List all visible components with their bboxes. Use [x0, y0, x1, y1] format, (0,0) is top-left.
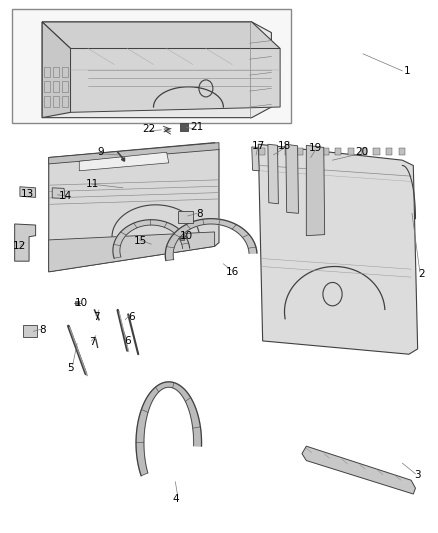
- Bar: [374, 149, 380, 155]
- Bar: [399, 149, 405, 155]
- Polygon shape: [306, 146, 325, 236]
- Polygon shape: [20, 187, 35, 197]
- Text: 12: 12: [12, 241, 26, 251]
- Bar: [178, 211, 193, 223]
- Text: 20: 20: [355, 147, 368, 157]
- Polygon shape: [258, 144, 418, 354]
- Bar: [386, 149, 392, 155]
- Bar: [361, 149, 367, 155]
- Text: 14: 14: [59, 191, 72, 201]
- Text: 7: 7: [93, 312, 100, 322]
- Text: 22: 22: [142, 124, 156, 134]
- Text: 8: 8: [39, 325, 46, 335]
- Polygon shape: [79, 152, 169, 171]
- Bar: [323, 149, 329, 155]
- Bar: [44, 82, 50, 92]
- Polygon shape: [71, 49, 280, 112]
- Bar: [53, 96, 59, 107]
- Bar: [62, 96, 68, 107]
- Text: 4: 4: [172, 494, 179, 504]
- Text: 7: 7: [89, 337, 95, 347]
- Text: 10: 10: [180, 231, 193, 241]
- Polygon shape: [52, 188, 65, 198]
- Polygon shape: [268, 144, 279, 204]
- Bar: [44, 67, 50, 77]
- Text: 15: 15: [134, 236, 147, 246]
- Polygon shape: [252, 147, 259, 171]
- Bar: [297, 149, 304, 155]
- Polygon shape: [165, 219, 257, 261]
- Bar: [62, 82, 68, 92]
- Text: 6: 6: [128, 312, 135, 322]
- Text: 18: 18: [278, 141, 291, 151]
- Bar: [259, 149, 265, 155]
- Bar: [22, 325, 37, 337]
- Polygon shape: [286, 144, 298, 213]
- Bar: [348, 149, 354, 155]
- Bar: [336, 149, 342, 155]
- Text: 19: 19: [309, 143, 322, 154]
- Text: 9: 9: [98, 147, 104, 157]
- Bar: [12, 9, 291, 123]
- Text: 13: 13: [21, 189, 35, 199]
- Text: 6: 6: [124, 336, 131, 346]
- Polygon shape: [14, 224, 35, 261]
- Polygon shape: [42, 22, 280, 49]
- Bar: [62, 67, 68, 77]
- Polygon shape: [42, 22, 71, 118]
- Polygon shape: [42, 22, 272, 118]
- Bar: [285, 149, 291, 155]
- Text: 11: 11: [86, 179, 99, 189]
- Text: 17: 17: [252, 141, 265, 151]
- Text: 16: 16: [226, 267, 239, 277]
- Polygon shape: [49, 232, 215, 272]
- Text: 3: 3: [414, 470, 421, 480]
- Bar: [53, 82, 59, 92]
- Polygon shape: [113, 220, 190, 258]
- Polygon shape: [49, 143, 219, 272]
- Text: 10: 10: [75, 297, 88, 308]
- Bar: [53, 67, 59, 77]
- Text: 1: 1: [403, 66, 410, 76]
- Bar: [272, 149, 278, 155]
- Bar: [310, 149, 316, 155]
- Polygon shape: [136, 382, 201, 476]
- Text: 8: 8: [196, 209, 203, 220]
- Text: 21: 21: [191, 122, 204, 132]
- Text: 5: 5: [67, 362, 74, 373]
- Text: 2: 2: [419, 269, 425, 279]
- Polygon shape: [49, 143, 219, 164]
- Bar: [44, 96, 50, 107]
- Polygon shape: [302, 446, 416, 494]
